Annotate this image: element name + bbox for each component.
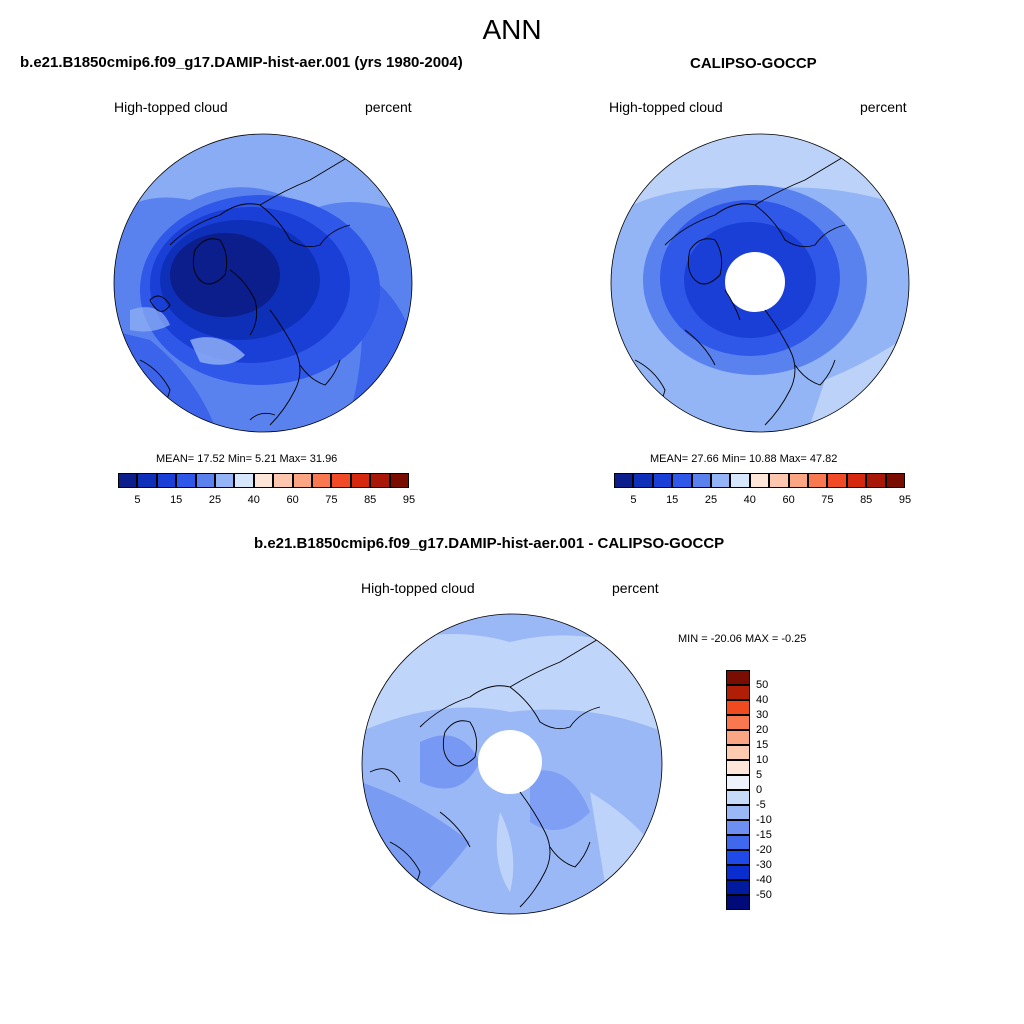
obs-colorbar-ticks: 5 15 25 40 60 75 85 95 [614,494,911,508]
obs-colorbar-box [788,473,808,488]
obs-units-label: percent [860,99,907,115]
model-colorbar-box [156,473,177,488]
diff-colorbar-tick-label: 0 [756,784,763,796]
obs-polar-map [610,133,910,433]
obs-colorbar-tick-label: 60 [782,494,795,506]
diff-colorbar-box [726,745,750,760]
obs-colorbar-tick-label: 75 [821,494,834,506]
diff-colorbar-tick-label: 20 [756,724,769,736]
obs-colorbar-tick-label: 25 [704,494,718,506]
obs-colorbar-tick-label: 40 [743,494,756,506]
model-colorbar-box [253,473,274,488]
figure-title: ANN [482,14,542,45]
diff-colorbar-tick-label: -40 [756,874,772,886]
obs-colorbar-box [652,473,673,488]
diff-colorbar-tick-label: -10 [756,814,772,826]
diff-colorbar-box [726,820,750,835]
diff-units-label: percent [612,580,659,596]
obs-colorbar-box [808,473,828,488]
obs-panel-title: CALIPSO-GOCCP [690,55,817,72]
diff-colorbar-box [726,670,750,685]
model-colorbar-box [370,473,390,488]
diff-colorbar-box [726,685,750,700]
diff-colorbar-box [726,775,750,790]
obs-colorbar-tick-label: 95 [898,494,912,506]
diff-colorbar-tick-label: -30 [756,859,772,871]
diff-colorbar-tick-label: -50 [756,889,772,901]
model-colorbar-box [273,473,293,488]
diff-colorbar-tick-label: 30 [756,709,769,721]
model-stats: MEAN= 17.52 Min= 5.21 Max= 31.96 [156,453,338,465]
diff-colorbar-tick-label: -15 [756,829,772,841]
diff-polar-map [361,613,663,915]
model-colorbar-box [312,473,332,488]
diff-stats: MIN = -20.06 MAX = -0.25 [678,633,807,645]
model-colorbar [118,473,409,488]
obs-colorbar-box [827,473,847,488]
model-colorbar-box [234,473,254,488]
diff-colorbar-box [726,865,750,880]
model-colorbar-box [118,473,138,488]
obs-colorbar-box [633,473,653,488]
diff-colorbar-tick-label: 50 [756,679,769,691]
model-colorbar-tick-label: 85 [364,494,377,506]
diff-colorbar-box [726,880,750,895]
diff-colorbar [726,670,750,910]
diff-colorbar-tick-label: -20 [756,844,772,856]
obs-colorbar-box [749,473,770,488]
diff-colorbar-tick-label: 40 [756,694,769,706]
obs-colorbar-box [885,473,905,488]
model-units-label: percent [365,99,412,115]
obs-colorbar [614,473,905,488]
diff-colorbar-box [726,790,750,805]
diff-colorbar-box [726,835,750,850]
obs-colorbar-box [711,473,731,488]
diff-colorbar-box [726,895,750,910]
model-colorbar-box [292,473,312,488]
diff-colorbar-box [726,700,750,715]
model-panel-title: b.e21.B1850cmip6.f09_g17.DAMIP-hist-aer.… [20,54,463,71]
obs-colorbar-box [866,473,886,488]
model-colorbar-box [195,473,215,488]
diff-colorbar-ticks: 50 40 30 20 15 10 5 0 -5 -10 -15 -20 -30 -40 -50 [756,670,796,910]
model-colorbar-tick-label: 25 [208,494,222,506]
obs-colorbar-box [691,473,711,488]
model-colorbar-tick-label: 60 [286,494,299,506]
obs-stats: MEAN= 27.66 Min= 10.88 Max= 47.82 [650,453,838,465]
diff-colorbar-box [726,715,750,730]
model-colorbar-box [176,473,196,488]
diff-panel-title: b.e21.B1850cmip6.f09_g17.DAMIP-hist-aer.… [254,535,725,552]
model-colorbar-ticks: 5 15 25 40 60 75 85 95 [118,494,415,508]
model-colorbar-box [137,473,157,488]
diff-colorbar-tick-label: -5 [756,799,766,811]
obs-colorbar-tick-label: 85 [860,494,873,506]
obs-colorbar-box [730,473,750,488]
model-colorbar-tick-label: 5 [134,494,141,506]
obs-colorbar-box [614,473,634,488]
model-colorbar-box [389,473,409,488]
model-colorbar-tick-label: 15 [170,494,183,506]
obs-variable-label: High-topped cloud [609,99,723,115]
model-colorbar-tick-label: 40 [247,494,260,506]
diff-colorbar-tick-label: 10 [756,754,769,766]
obs-colorbar-box [769,473,789,488]
diff-colorbar-box [726,760,750,775]
diff-colorbar-tick-label: 15 [756,739,769,751]
model-colorbar-tick-label: 75 [325,494,338,506]
model-colorbar-box [331,473,351,488]
model-colorbar-box [215,473,235,488]
model-polar-map [113,133,413,433]
model-colorbar-tick-label: 95 [402,494,416,506]
obs-colorbar-tick-label: 5 [630,494,637,506]
diff-colorbar-box [726,730,750,745]
diff-variable-label: High-topped cloud [361,580,475,596]
diff-colorbar-tick-label: 5 [756,769,763,781]
obs-colorbar-box [672,473,692,488]
diff-colorbar-box [726,850,750,865]
obs-colorbar-tick-label: 15 [666,494,679,506]
diff-colorbar-box [726,805,750,820]
model-colorbar-box [350,473,371,488]
model-variable-label: High-topped cloud [114,99,228,115]
obs-colorbar-box [846,473,867,488]
